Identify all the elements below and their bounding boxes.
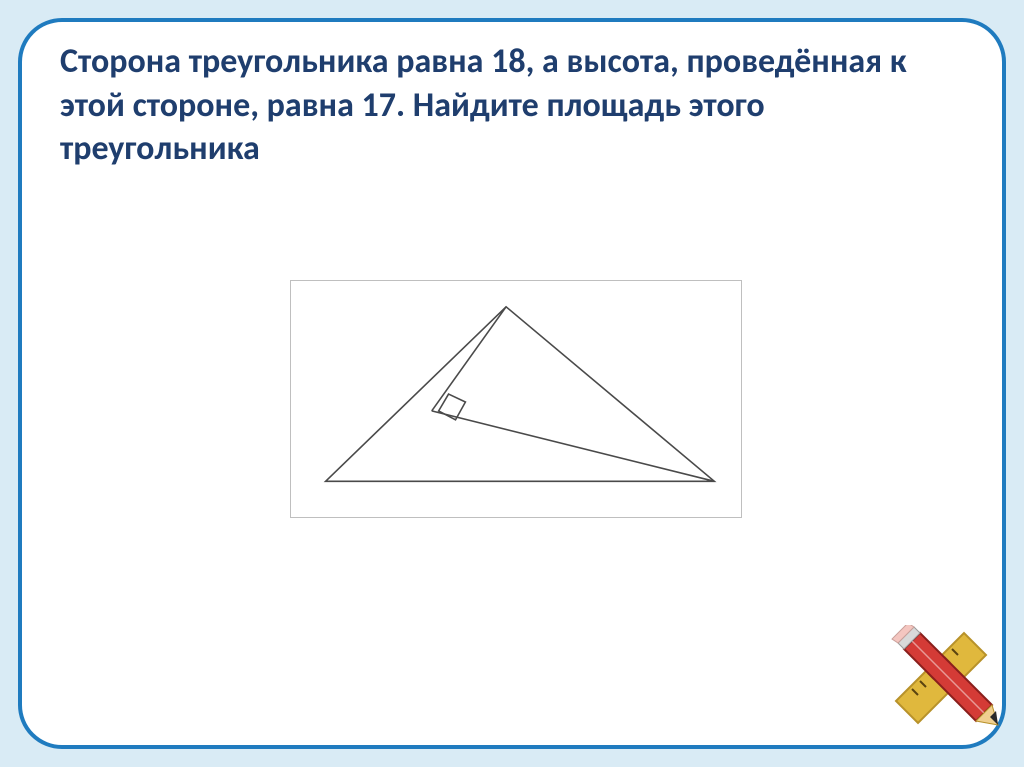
triangle-diagram xyxy=(291,281,741,517)
slide: Сторона треугольника равна 18, а высота,… xyxy=(0,0,1024,767)
problem-text: Сторона треугольника равна 18, а высота,… xyxy=(22,22,1002,171)
pencil-ruler-icon xyxy=(888,625,1004,737)
content-card: Сторона треугольника равна 18, а высота,… xyxy=(18,18,1006,749)
altitude-line xyxy=(432,307,506,411)
outer-triangle xyxy=(326,307,715,482)
triangle-figure xyxy=(290,280,742,518)
